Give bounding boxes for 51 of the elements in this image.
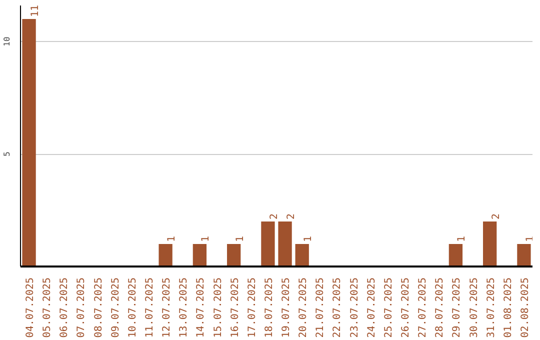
data-label: 11: [30, 4, 42, 17]
bar: [295, 244, 309, 266]
x-tick-label: 11.07.2025: [144, 277, 156, 338]
y-tick-label: 5: [2, 151, 12, 156]
data-label: 1: [456, 236, 468, 242]
x-tick-label: 18.07.2025: [264, 277, 275, 338]
x-tick-label: 02.08.2025: [520, 277, 531, 338]
data-label: 1: [200, 236, 212, 242]
x-tick-label: 07.07.2025: [76, 277, 88, 338]
x-tick-label: 05.07.2025: [42, 277, 54, 338]
x-tick-label: 24.07.2025: [366, 277, 378, 338]
bar: [517, 244, 531, 266]
data-label: 1: [303, 236, 314, 242]
x-tick-label: 10.07.2025: [127, 277, 138, 338]
bar: [227, 244, 241, 266]
x-tick-label: 22.07.2025: [332, 277, 344, 338]
data-label: 1: [166, 236, 178, 242]
data-label: 2: [268, 213, 280, 220]
x-tick-label: 21.07.2025: [315, 277, 326, 338]
data-label: 2: [286, 213, 298, 220]
x-tick-label: 04.07.2025: [25, 277, 36, 338]
x-tick-label: 25.07.2025: [383, 277, 394, 338]
x-tick-label: 29.07.2025: [452, 277, 463, 338]
bar: [448, 244, 463, 266]
x-tick-label: 06.07.2025: [59, 277, 70, 338]
x-tick-label: 17.07.2025: [246, 277, 258, 338]
data-label: 1: [234, 236, 246, 242]
x-tick-label: 31.07.2025: [486, 277, 497, 338]
x-tick-label: 09.07.2025: [110, 277, 122, 338]
bar: [192, 244, 207, 266]
x-tick-label: 28.07.2025: [434, 277, 446, 338]
x-tick-label: 26.07.2025: [400, 277, 412, 338]
x-tick-label: 14.07.2025: [196, 277, 207, 338]
x-tick-label: 27.07.2025: [418, 277, 429, 338]
bar: [158, 244, 172, 266]
x-tick-label: 12.07.2025: [162, 277, 173, 338]
x-tick-label: 13.07.2025: [178, 277, 190, 338]
x-tick-label: 19.07.2025: [281, 277, 292, 338]
bar: [22, 19, 36, 266]
x-tick-label: 15.07.2025: [212, 277, 224, 338]
bar: [278, 222, 292, 266]
x-tick-label: 16.07.2025: [230, 277, 241, 338]
data-label: 2: [490, 213, 502, 220]
x-tick-label: 08.07.2025: [93, 277, 104, 338]
x-tick-label: 01.08.2025: [502, 277, 514, 338]
x-tick-label: 20.07.2025: [298, 277, 310, 338]
bar: [483, 222, 497, 266]
y-tick-label: 10: [2, 36, 12, 46]
x-tick-label: 23.07.2025: [349, 277, 360, 338]
bar: [261, 222, 275, 266]
x-tick-label: 30.07.2025: [468, 277, 480, 338]
